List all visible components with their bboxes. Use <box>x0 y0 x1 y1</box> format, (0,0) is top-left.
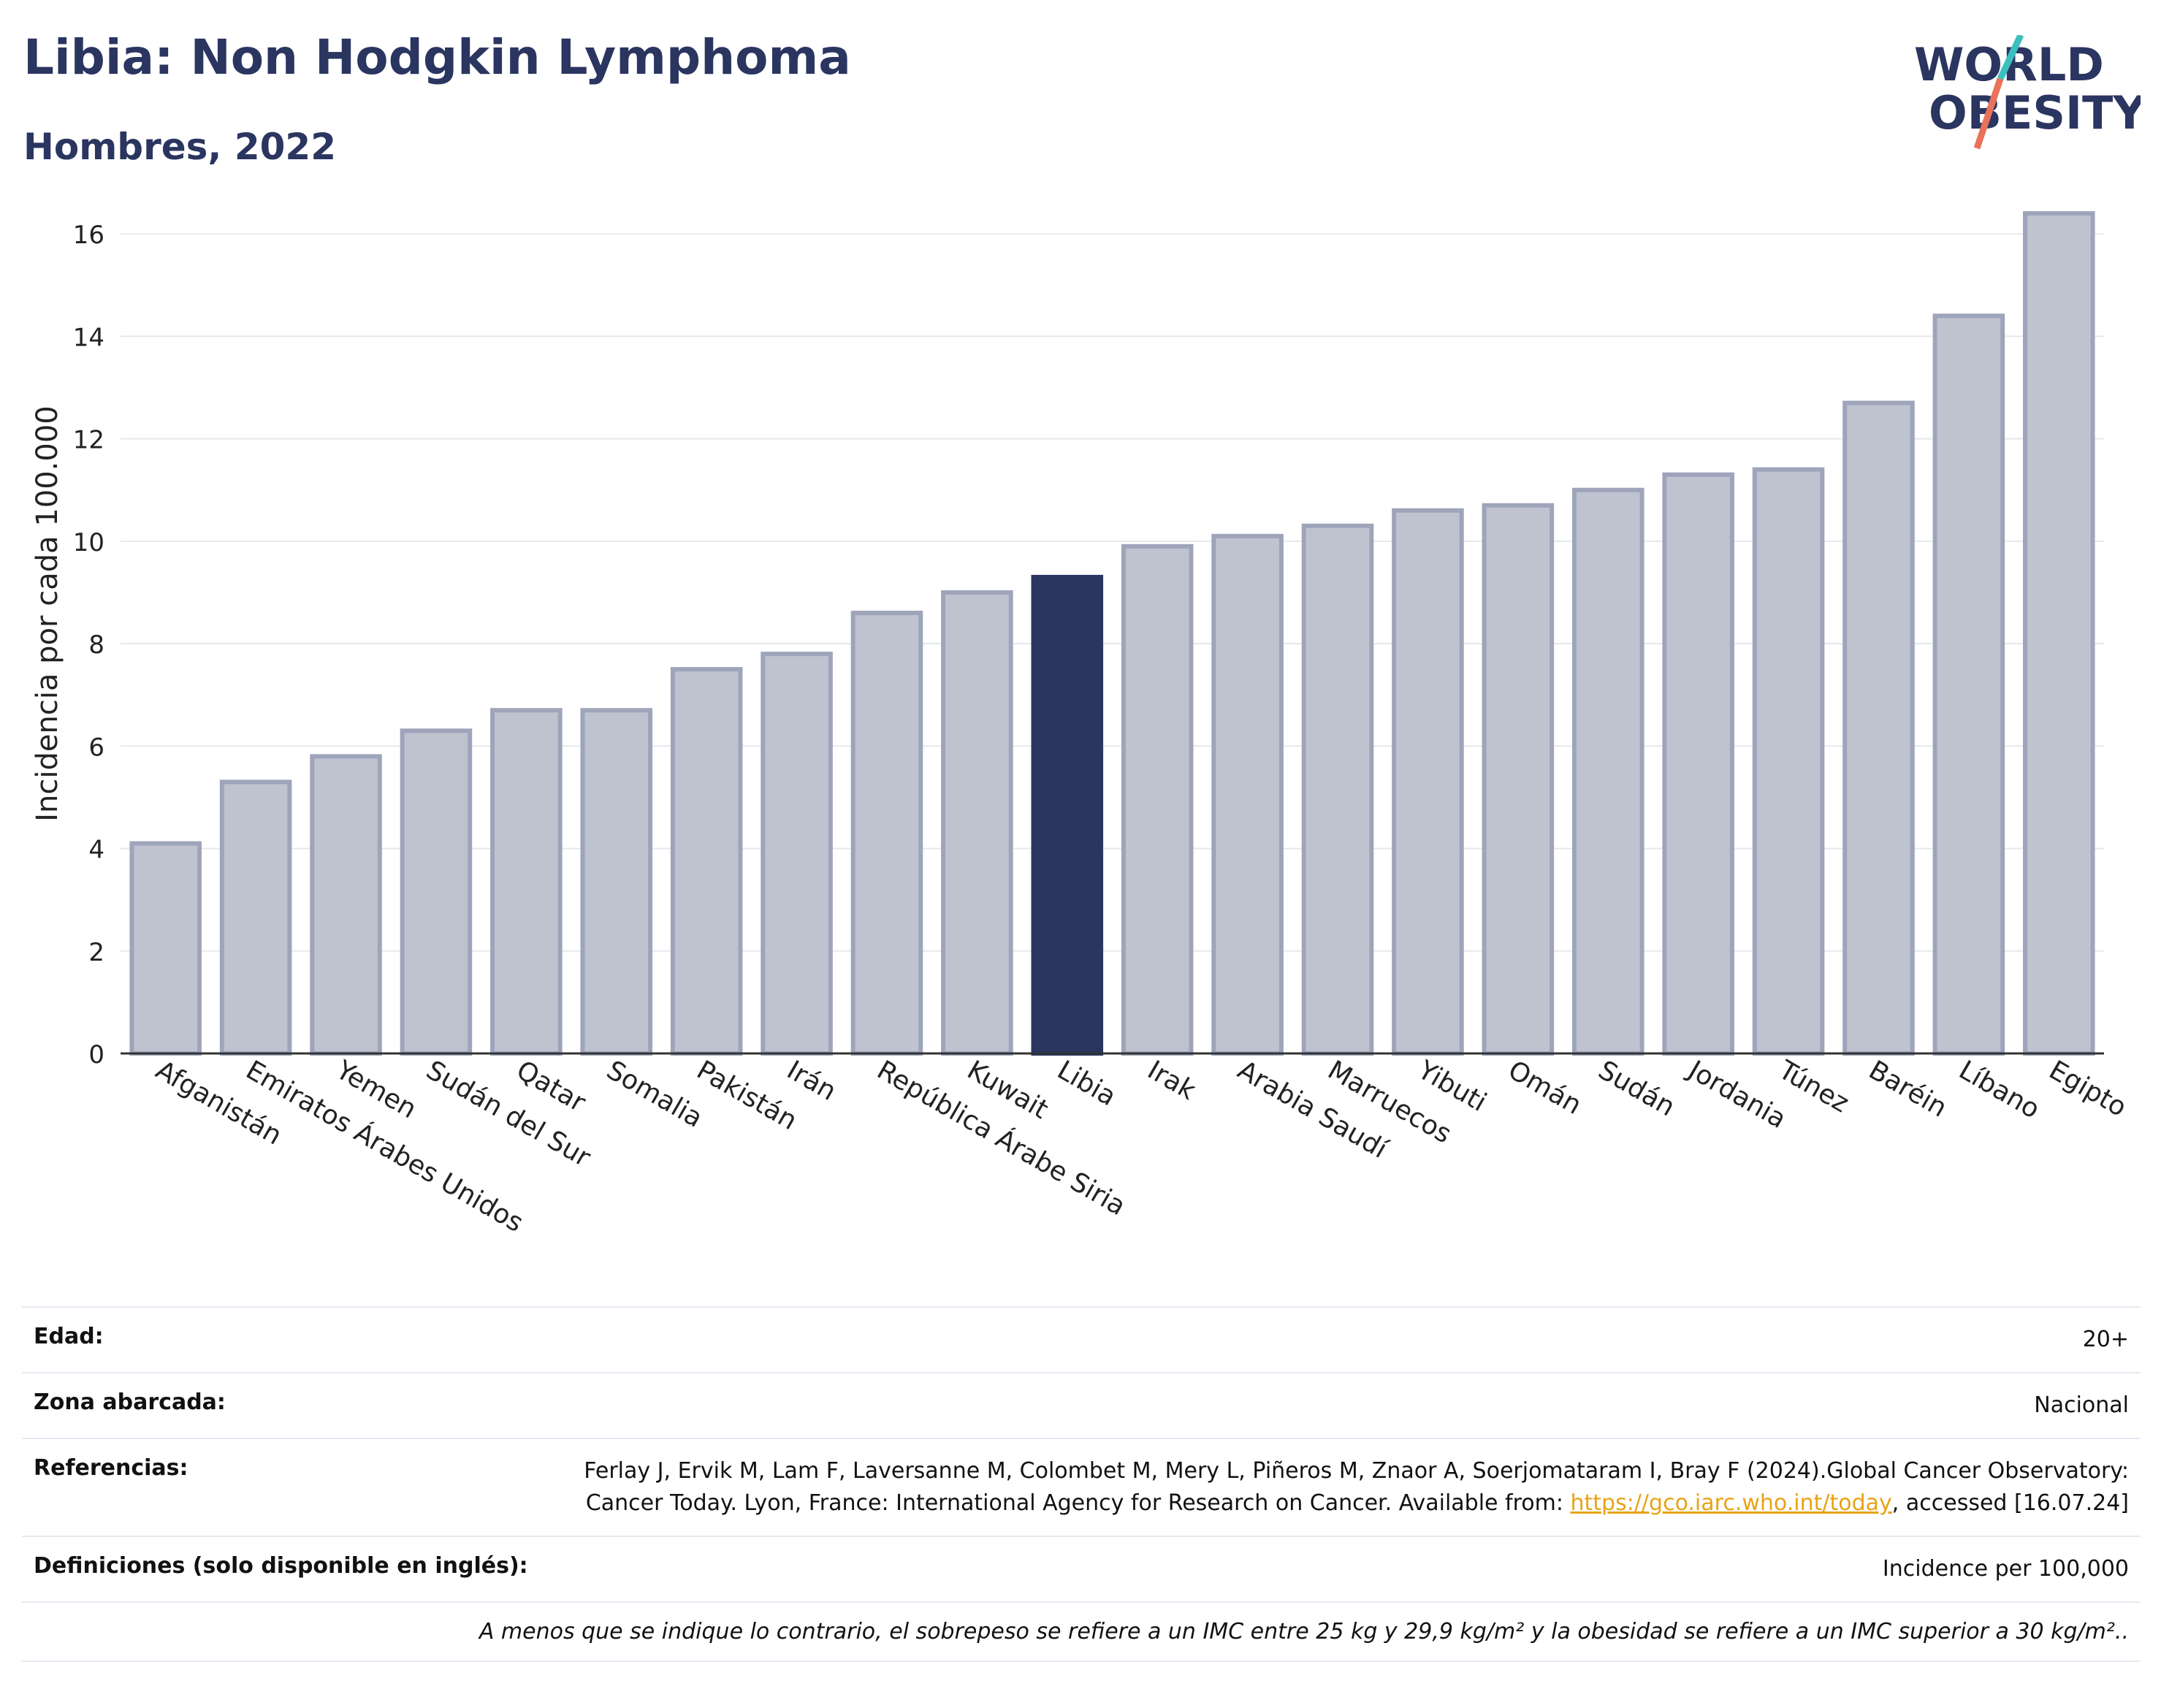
bar-11 <box>1121 544 1194 1056</box>
x-tick-label: Baréin <box>1864 1055 1952 1123</box>
y-tick-label: 2 <box>88 938 104 967</box>
y-tick-label: 4 <box>88 836 104 865</box>
x-tick-label: Jordania <box>1682 1054 1791 1135</box>
bar-13 <box>1301 523 1374 1056</box>
bar-9 <box>941 590 1013 1056</box>
bar-17 <box>1662 472 1734 1056</box>
x-tick-label: Somalia <box>601 1055 707 1134</box>
y-tick-label: 6 <box>88 733 104 762</box>
logo-slash-coral <box>1973 77 2004 150</box>
bar-15 <box>1482 503 1555 1056</box>
edad-label: Edad: <box>34 1324 104 1349</box>
chart-subtitle: Hombres, 2022 <box>23 126 336 168</box>
bar-5 <box>580 708 653 1056</box>
x-tick-label: Egipto <box>2044 1055 2132 1123</box>
y-tick-label: 12 <box>73 426 104 455</box>
bar-19 <box>1842 400 1915 1056</box>
bar-2 <box>310 754 382 1056</box>
edad-value: 20+ <box>2082 1327 2129 1352</box>
bar-3 <box>400 728 473 1056</box>
meta-row-referencias: Referencias: Ferlay J, Ervik M, Lam F, L… <box>22 1438 2141 1536</box>
bar-21 <box>2023 211 2095 1056</box>
x-tick-label: Pakistán <box>692 1055 802 1136</box>
ref-value: Ferlay J, Ervik M, Lam F, Laversanne M, … <box>558 1455 2129 1520</box>
x-tick-label: Libia <box>1052 1055 1121 1112</box>
bar-8 <box>850 610 923 1056</box>
zona-label: Zona abarcada: <box>34 1389 226 1415</box>
def-label: Definiciones (solo disponible en inglés)… <box>34 1553 528 1579</box>
ref-label: Referencias: <box>34 1455 188 1481</box>
meta-row-note: A menos que se indique lo contrario, el … <box>22 1601 2141 1662</box>
bar-12 <box>1211 533 1284 1056</box>
x-tick-label: Sudán <box>1593 1055 1680 1122</box>
bar-0 <box>129 841 202 1056</box>
bars <box>129 211 2095 1056</box>
x-tick-label: Líbano <box>1954 1055 2044 1124</box>
y-tick-label: 16 <box>73 221 104 250</box>
x-tick-label: Irán <box>782 1055 841 1107</box>
y-tick-label: 14 <box>73 323 104 352</box>
metadata-table: Edad: 20+ Zona abarcada: Nacional Refere… <box>22 1306 2141 1662</box>
logo-slash-teal <box>1997 35 2024 80</box>
world-obesity-logo: WORLD OBESITY <box>1914 35 2141 150</box>
bar-10 <box>1031 574 1104 1056</box>
x-tick-label: Irak <box>1143 1055 1201 1106</box>
ref-link[interactable]: https://gco.iarc.who.int/today <box>1570 1490 1892 1516</box>
logo-line-2: OBESITY <box>1929 86 2141 140</box>
bar-6 <box>670 667 743 1056</box>
meta-row-definiciones: Definiciones (solo disponible en inglés)… <box>22 1536 2141 1601</box>
bar-14 <box>1392 508 1464 1056</box>
bar-18 <box>1752 467 1825 1056</box>
bar-16 <box>1571 487 1644 1056</box>
x-tick-label: Omán <box>1503 1055 1586 1121</box>
def-value: Incidence per 100,000 <box>1882 1556 2129 1582</box>
ref-text-1: Ferlay J, Ervik M, Lam F, Laversanne M, … <box>584 1458 2129 1516</box>
bar-20 <box>1932 313 2005 1056</box>
chart-title: Libia: Non Hodgkin Lymphoma <box>23 29 851 85</box>
bar-7 <box>761 652 833 1056</box>
meta-row-zona: Zona abarcada: Nacional <box>22 1372 2141 1438</box>
zona-value: Nacional <box>2034 1392 2129 1418</box>
bar-1 <box>219 779 292 1056</box>
meta-row-edad: Edad: 20+ <box>22 1306 2141 1372</box>
y-axis-label: Incidencia por cada 100.000 <box>31 405 64 822</box>
y-tick-label: 10 <box>73 528 104 557</box>
note-text: A menos que se indique lo contrario, el … <box>479 1619 2129 1644</box>
ref-text-2: , accessed [16.07.24] <box>1891 1490 2129 1516</box>
y-tick-label: 8 <box>88 630 104 660</box>
y-tick-label: 0 <box>88 1040 104 1070</box>
bar-4 <box>490 708 563 1056</box>
x-tick-label: Arabia Saudí <box>1232 1055 1392 1164</box>
